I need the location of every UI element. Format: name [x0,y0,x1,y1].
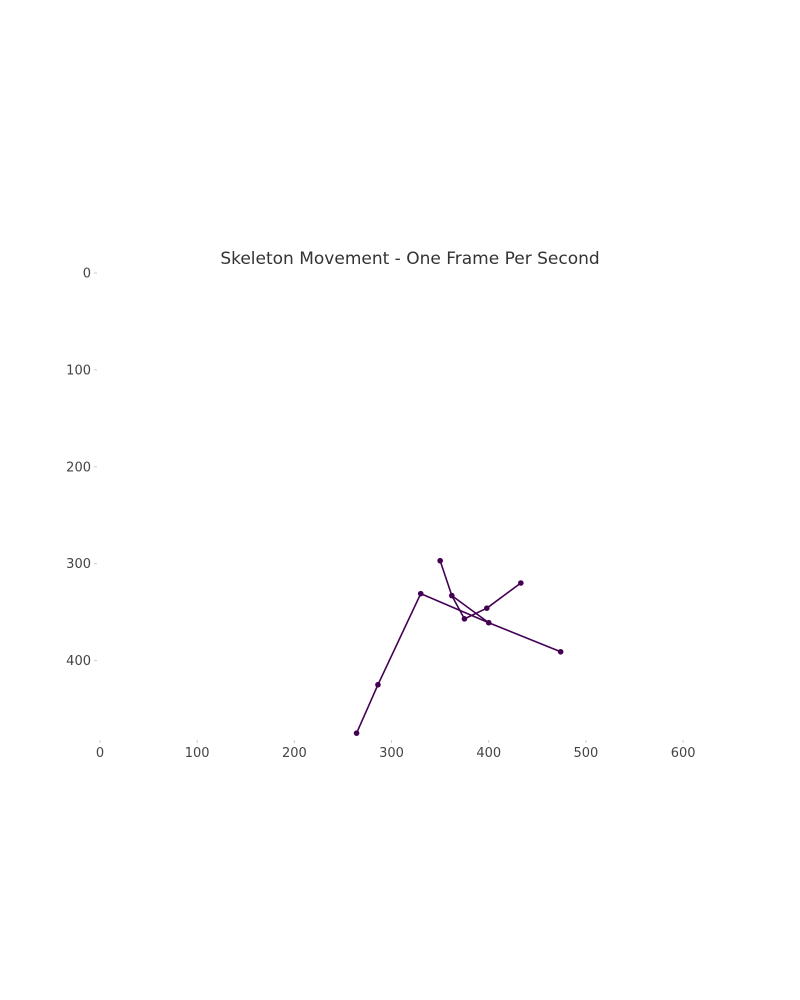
skeleton-segment [419,592,490,624]
x-tick-label: 600 [671,746,696,761]
skeleton-point [461,616,468,622]
y-tick-label: 400 [66,654,91,669]
skeleton-segments [355,559,562,734]
skeleton-segment [486,582,522,609]
x-tick-label: 400 [476,746,501,761]
skeleton-point [353,730,360,736]
skeleton-segment [355,683,379,734]
skeleton-point [557,648,564,655]
skeleton-point [485,619,492,626]
x-tick-label: 300 [379,746,404,761]
x-tick-label: 0 [96,746,104,761]
skeleton-point [437,557,443,564]
y-tick-label: 100 [66,363,91,378]
skeleton-point [417,590,424,597]
axes: 0 100 200 300 400 500 600 0 100 200 300 400 [66,267,695,762]
skeleton-point [518,580,524,586]
y-tick-label: 300 [66,557,91,572]
skeleton-segment [487,621,562,653]
skeleton-segment [451,594,466,620]
skeleton-segment [439,559,453,597]
skeleton-segment [451,594,490,624]
skeleton-point [484,605,490,611]
skeleton-point [375,681,381,688]
skeleton-point [449,592,455,599]
y-tick-label: 200 [66,460,91,475]
skeleton-points [353,557,564,736]
x-tick-label: 200 [282,746,307,761]
skeleton-segment [377,592,422,686]
y-tick-label: 0 [83,267,91,282]
x-tick-label: 500 [574,746,599,761]
x-tick-label: 100 [185,746,210,761]
chart-title: Skeleton Movement - One Frame Per Second [220,249,599,269]
